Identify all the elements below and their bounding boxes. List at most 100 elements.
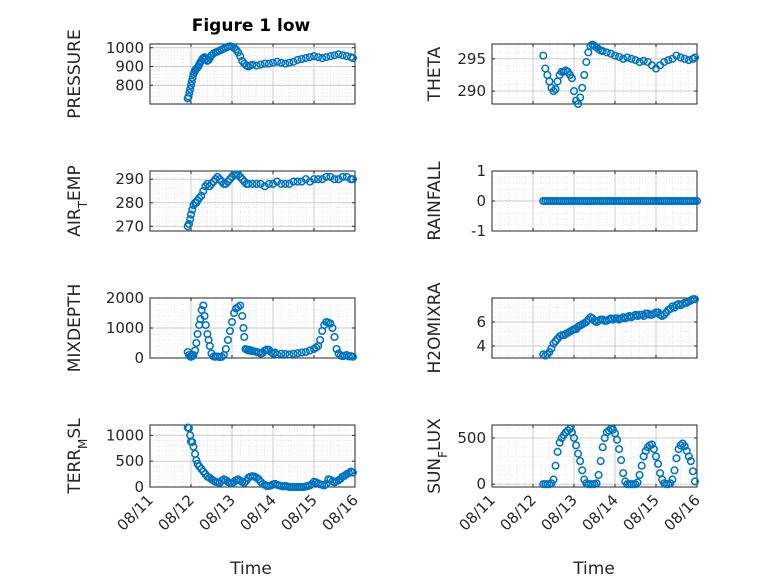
data-point — [322, 172, 331, 181]
series-air-temp — [183, 170, 358, 231]
y-tick-label: 500 — [115, 452, 144, 470]
data-point — [309, 52, 319, 61]
data-point — [596, 457, 605, 466]
y-axis-label-rainfall: RAINFALL — [425, 161, 445, 241]
data-point — [598, 47, 607, 56]
grid-sun-flux — [491, 425, 698, 487]
data-point — [547, 344, 556, 353]
y-tick-label: -1 — [471, 222, 486, 240]
data-point — [205, 341, 214, 351]
series-mixdepth — [183, 301, 358, 362]
data-point — [328, 323, 337, 333]
data-point — [277, 179, 286, 188]
y-axis-label-h2omixra: H2OMIXRA — [425, 282, 445, 373]
y-tick-label: 6 — [476, 313, 486, 331]
y-tick-label: 1000 — [106, 426, 144, 444]
series-h2omixra — [539, 295, 700, 360]
data-point — [285, 58, 294, 67]
data-point — [649, 445, 659, 454]
data-point — [230, 43, 239, 52]
data-point — [635, 58, 644, 67]
data-point — [301, 54, 310, 63]
data-point — [348, 352, 358, 361]
x-axis-label-right: Time — [572, 559, 615, 579]
data-point — [592, 479, 601, 488]
data-point — [236, 52, 245, 61]
data-point — [334, 50, 343, 59]
data-point — [309, 175, 319, 184]
data-point — [316, 335, 325, 345]
data-point — [281, 179, 290, 188]
y-tick-label: 1000 — [106, 319, 144, 337]
series-pressure — [183, 42, 358, 103]
data-point — [277, 349, 286, 358]
data-point — [305, 177, 314, 186]
y-tick-label: 280 — [115, 194, 144, 212]
data-point — [330, 332, 339, 342]
data-point — [576, 457, 585, 466]
data-point — [184, 92, 193, 101]
data-point — [637, 461, 646, 470]
data-point — [318, 54, 327, 63]
data-point — [332, 344, 341, 354]
data-point — [293, 177, 302, 186]
data-point — [692, 196, 702, 206]
data-point — [338, 172, 347, 181]
data-point — [314, 175, 323, 184]
data-point — [348, 468, 358, 477]
data-point — [305, 53, 314, 62]
data-point — [273, 350, 282, 359]
data-point — [199, 186, 208, 196]
y-tick-label: 4 — [476, 337, 486, 355]
panel-theta: 290 295 THETA — [425, 40, 700, 109]
data-point — [185, 88, 194, 97]
data-point — [684, 452, 693, 461]
y-tick-label: 800 — [115, 76, 144, 94]
y-axis-label-sun-flux: SUNFLUX — [425, 418, 450, 494]
axes-box-terr-msl — [149, 424, 356, 488]
data-point — [252, 61, 261, 70]
data-point — [627, 54, 636, 63]
y-tick-label: 1 — [476, 162, 486, 180]
y-tick-label: 290 — [457, 82, 486, 100]
data-point — [344, 469, 353, 478]
data-point — [256, 60, 265, 69]
data-point — [654, 459, 663, 468]
y-tick-label: 0 — [476, 192, 486, 210]
data-point — [594, 470, 603, 480]
y-tick-label: 900 — [115, 58, 144, 76]
series-terr-msl — [183, 423, 358, 492]
data-point — [582, 58, 591, 67]
data-point — [563, 426, 572, 435]
data-point — [617, 456, 626, 465]
data-point — [188, 205, 197, 214]
y-tick-label: 500 — [457, 429, 486, 447]
data-point — [289, 57, 298, 66]
data-point — [578, 83, 587, 92]
data-point — [338, 51, 347, 60]
data-point — [189, 350, 198, 360]
data-point — [293, 349, 302, 358]
data-point — [348, 54, 358, 63]
y-axis-label-pressure: PRESSURE — [65, 29, 85, 118]
data-point — [322, 53, 331, 62]
data-point — [244, 179, 253, 188]
data-point — [660, 58, 669, 67]
data-point — [273, 57, 282, 66]
data-point — [268, 179, 278, 188]
y-tick-label: 295 — [457, 50, 486, 68]
data-point — [619, 54, 628, 63]
data-point — [569, 87, 579, 96]
data-point — [334, 175, 343, 184]
data-point — [281, 350, 290, 359]
y-tick-label: 0 — [134, 349, 144, 367]
data-point — [610, 51, 620, 60]
data-point — [623, 53, 632, 62]
figure-title: Figure 1 low — [192, 16, 311, 36]
data-point — [301, 175, 310, 184]
data-point — [184, 424, 193, 433]
data-point — [635, 470, 644, 480]
